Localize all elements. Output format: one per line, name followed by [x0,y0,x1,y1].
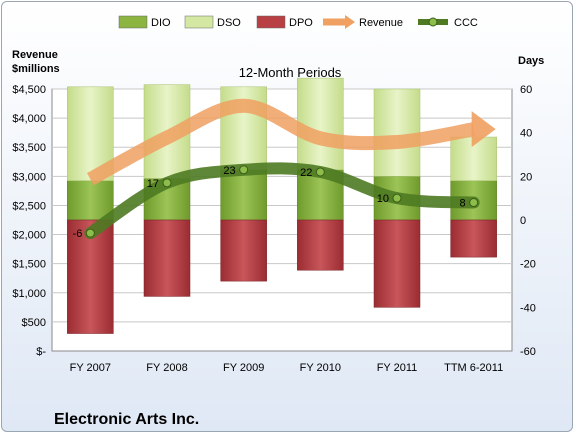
ccc-point [315,167,325,177]
left-tick-label: $500 [22,317,46,329]
left-tick-label: $2,500 [12,200,46,212]
x-tick-label: FY 2007 [70,362,111,374]
ccc-point [162,178,172,188]
chart-title: 12-Month Periods [239,65,342,80]
ccc-point [469,198,479,208]
bar-dso [373,88,421,177]
x-tick-label: TTM 6-2011 [444,362,503,374]
company-name: Electronic Arts Inc. [54,411,199,428]
ccc-data-label: 22 [300,167,312,179]
ccc-data-label: 23 [223,165,235,177]
x-tick-label: FY 2008 [146,362,187,374]
right-tick-label: -20 [520,259,536,271]
legend-marker-ccc [428,17,438,27]
bar-dpo [373,219,421,308]
left-axis-label-line2: $millions [12,63,60,75]
right-tick-label: 0 [520,215,526,227]
right-axis-label: Days [518,55,544,67]
left-tick-label: $- [36,346,46,358]
legend-label-dio: DIO [151,17,171,29]
ccc-data-label: -6 [73,228,83,240]
ccc-point [85,228,95,238]
bar-dpo [220,219,267,282]
legend-swatch-dio [118,15,148,29]
x-tick-label: FY 2011 [377,362,418,374]
revenue-line [86,98,475,186]
ccc-data-label: 8 [460,198,466,210]
ccc-line [84,162,480,240]
x-tick-label: FY 2009 [223,362,264,374]
axes: $- $500 $1,000 $1,500 $2,000 $2,500 $3,000 $3,5… [12,84,536,374]
legend-swatch-dso [184,15,214,29]
left-tick-label: $1,000 [12,288,46,300]
right-tick-label: -60 [520,346,536,358]
left-tick-label: $4,000 [12,113,46,125]
left-tick-label: $3,500 [12,142,46,154]
revenue-arrowhead [471,111,496,148]
left-tick-label: $1,500 [12,259,46,271]
legend-label-ccc: CCC [454,17,478,29]
x-tick-label: FY 2010 [300,362,341,374]
right-tick-label: 20 [520,171,532,183]
bar-dso [297,77,344,171]
left-tick-label: $2,000 [12,230,46,242]
bar-dpo [450,219,497,258]
legend-label-dso: DSO [217,17,241,29]
right-tick-label: 40 [520,128,532,140]
bar-dpo [143,219,191,297]
legend-arrow-revenue [345,15,355,29]
left-tick-label: $3,000 [12,171,46,183]
right-tick-label: -40 [520,302,536,314]
ccc-data-label: 17 [147,178,159,190]
legend: DIO DSO DPO Revenue CCC [118,15,478,29]
legend-swatch-dpo [256,15,286,29]
lines: -6 17 23 22 10 8 [73,98,496,240]
ccc-data-label: 10 [377,193,389,205]
legend-label-revenue: Revenue [359,17,403,29]
left-tick-label: $4,500 [12,84,46,96]
left-axis-label-line1: Revenue [12,49,58,61]
right-tick-label: 60 [520,84,532,96]
bar-dpo [297,219,344,271]
ccc-point [392,193,402,203]
legend-label-dpo: DPO [289,17,313,29]
bar-dio [220,169,267,221]
bar-dio [67,180,114,221]
ccc-point [239,165,249,175]
